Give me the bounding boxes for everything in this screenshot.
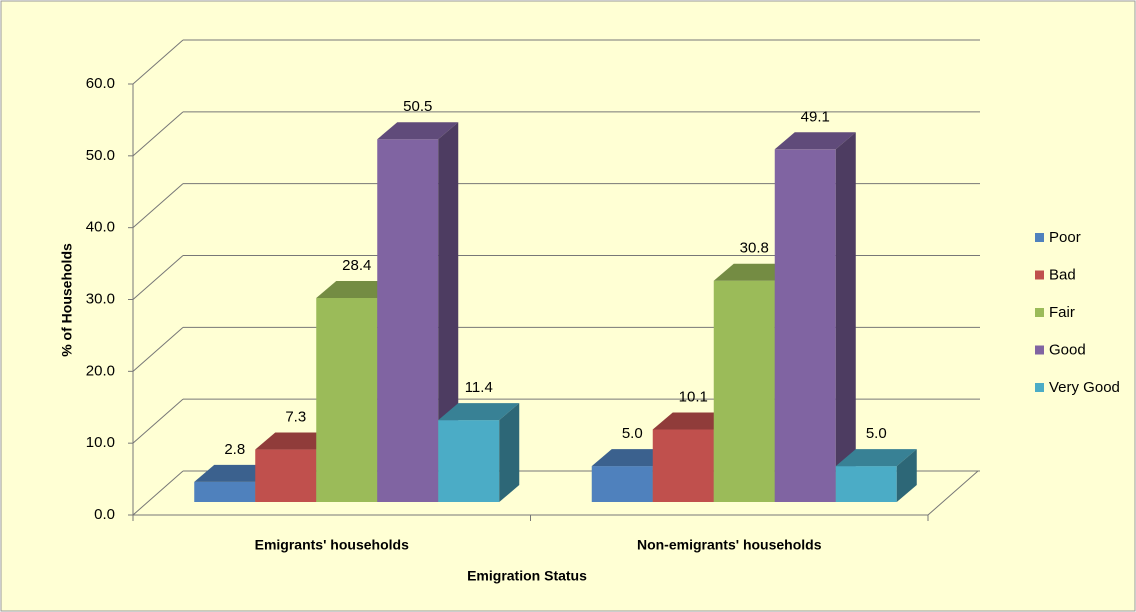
value-label: 5.0 — [622, 425, 643, 442]
value-label: 11.4 — [465, 379, 493, 396]
legend-label: Poor — [1049, 229, 1081, 246]
bar-top — [255, 432, 337, 450]
bar — [774, 149, 836, 502]
y-tick-label: 50.0 — [86, 147, 115, 164]
legend-swatch — [1035, 383, 1044, 392]
bar — [438, 420, 500, 502]
bar — [255, 449, 317, 502]
bar — [316, 297, 378, 502]
value-label: 30.8 — [740, 240, 769, 257]
grid-line — [132, 111, 184, 157]
value-label: 50.5 — [403, 98, 432, 115]
bar-top — [377, 122, 459, 140]
bar-side — [438, 122, 459, 502]
y-tick-label: 0.0 — [94, 506, 115, 523]
y-tick-label: 30.0 — [86, 290, 115, 307]
bar — [713, 280, 775, 502]
bar-top — [835, 449, 917, 467]
bar-side — [835, 132, 856, 502]
bar — [652, 429, 714, 502]
grid-line — [132, 255, 184, 300]
legend-label: Fair — [1049, 304, 1075, 321]
grid-line — [132, 183, 184, 229]
bar-top — [591, 449, 673, 467]
bar-top — [713, 263, 795, 281]
legend-label: Bad — [1049, 266, 1076, 283]
legend-swatch — [1035, 270, 1044, 280]
grid-line — [132, 326, 184, 372]
grid-line — [132, 39, 184, 85]
grid-line — [132, 470, 184, 516]
y-tick-label: 40.0 — [86, 219, 115, 236]
x-axis-label: Emigration Status — [467, 568, 587, 584]
y-tick-label: 20.0 — [86, 362, 115, 379]
bar-top — [438, 403, 520, 421]
bar-side — [896, 449, 917, 502]
value-label: 7.3 — [285, 409, 306, 426]
value-label: 10.1 — [679, 388, 708, 405]
x-tick-label: Non-emigrants' households — [637, 537, 822, 553]
bar — [194, 481, 256, 502]
value-label: 49.1 — [801, 108, 830, 125]
legend-swatch — [1035, 345, 1044, 355]
bar — [591, 466, 653, 502]
value-label: 28.4 — [342, 257, 371, 274]
bar-top — [774, 132, 856, 150]
y-tick-label: 10.0 — [86, 434, 115, 451]
y-axis-label: % of Households — [59, 243, 75, 357]
legend-label: Very Good — [1049, 379, 1120, 396]
y-tick-label: 60.0 — [86, 75, 115, 92]
grid-line — [132, 398, 184, 444]
bar — [835, 466, 897, 502]
bar-top — [194, 464, 276, 482]
bar-top — [316, 280, 398, 298]
legend-swatch — [1035, 308, 1044, 317]
legend-label: Good — [1049, 341, 1086, 358]
value-label: 5.0 — [866, 425, 887, 442]
value-label: 2.8 — [224, 441, 245, 458]
bar-top — [652, 412, 734, 430]
x-tick-label: Emigrants' households — [255, 537, 409, 553]
legend-swatch — [1035, 233, 1044, 242]
bar-side — [499, 403, 520, 502]
bar — [377, 139, 439, 502]
